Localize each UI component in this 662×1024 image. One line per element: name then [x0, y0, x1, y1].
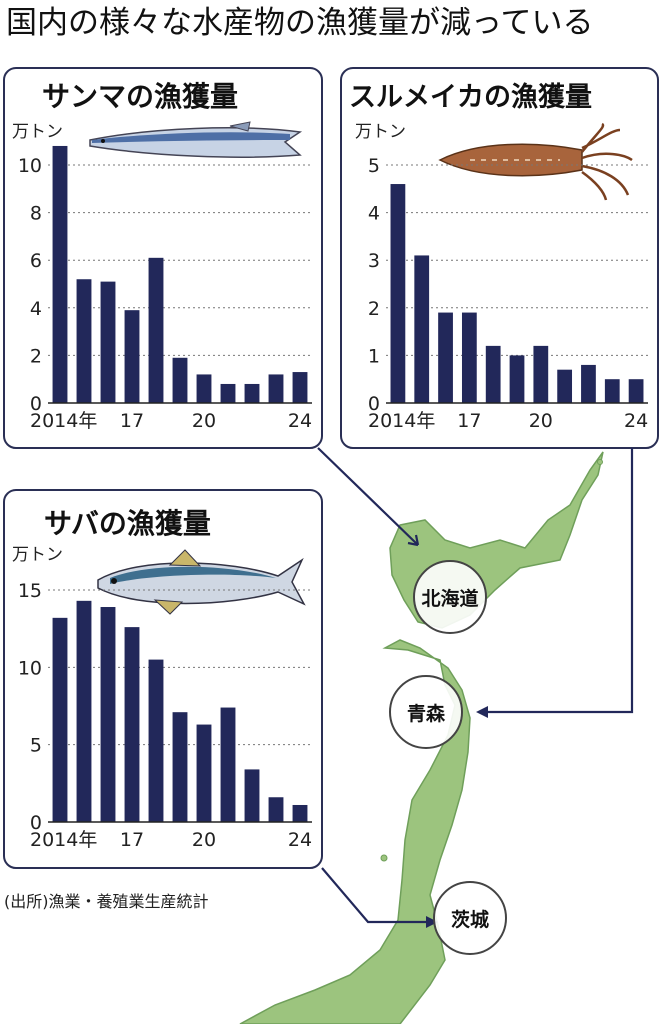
- bar-saury-2019: [172, 357, 188, 403]
- squid-icon: [438, 122, 633, 201]
- prefecture-ibaraki: 茨城: [433, 881, 507, 955]
- saury-icon: [89, 121, 303, 158]
- chart-title-mackerel: サバの漁獲量: [44, 507, 211, 540]
- bar-squid-2023: [604, 379, 620, 403]
- bar-squid-2015: [414, 255, 430, 403]
- prefecture-hokkaido: 北海道: [413, 560, 487, 634]
- y-tick-label-saury: 4: [30, 298, 42, 320]
- bar-mackerel-2021: [220, 707, 236, 822]
- bar-mackerel-2024: [292, 804, 308, 822]
- x-tick-label-squid: 20: [529, 410, 553, 432]
- bar-squid-2016: [438, 312, 453, 403]
- connector-arrows: [317, 447, 634, 928]
- y-tick-label-squid: 4: [368, 203, 380, 225]
- chart-panel-squid: スルメイカの漁獲量 万トン 0 1 2 3 4 5 2014年 17 20 24: [340, 67, 659, 449]
- x-tick-label-saury: 2014年: [30, 410, 97, 432]
- y-unit-saury: 万トン: [12, 122, 63, 142]
- bar-mackerel-2015: [76, 600, 92, 822]
- y-tick-label-squid: 2: [368, 298, 380, 320]
- mackerel-icon: [97, 549, 306, 615]
- y-tick-label-saury: 6: [30, 250, 42, 272]
- bar-mackerel-2018: [148, 659, 164, 822]
- x-tick-label-mackerel: 17: [120, 829, 144, 851]
- chart-title-saury: サンマの漁獲量: [42, 80, 238, 113]
- source-note: (出所)漁業・養殖業生産統計: [4, 892, 209, 911]
- y-unit-mackerel: 万トン: [12, 545, 63, 565]
- y-tick-label-squid: 1: [368, 345, 380, 367]
- bar-mackerel-2019: [172, 712, 188, 822]
- y-tick-label-mackerel: 0: [30, 812, 42, 834]
- bar-chart-mackerel: 0 5 10 15 2014年 17 20 24: [18, 580, 312, 851]
- bar-mackerel-2014: [52, 617, 68, 822]
- bar-squid-2022: [581, 364, 596, 403]
- x-tick-label-mackerel: 20: [192, 829, 216, 851]
- bar-squid-2024: [628, 379, 644, 403]
- y-tick-label-mackerel: 15: [18, 580, 42, 602]
- y-tick-label-squid: 3: [368, 250, 380, 272]
- bar-saury-2021: [220, 383, 236, 403]
- bar-saury-2023: [268, 374, 284, 403]
- bar-saury-2016: [100, 281, 116, 403]
- prefecture-label-ibaraki: 茨城: [451, 908, 489, 931]
- prefecture-label-aomori: 青森: [407, 702, 446, 725]
- bar-squid-2018: [485, 345, 501, 403]
- y-tick-label-saury: 0: [30, 393, 42, 415]
- x-tick-label-squid: 24: [624, 410, 648, 432]
- bar-squid-2019: [509, 355, 525, 403]
- bar-squid-2017: [461, 312, 477, 403]
- x-tick-label-squid: 2014年: [368, 410, 435, 432]
- bar-mackerel-2022: [244, 769, 260, 822]
- y-tick-label-mackerel: 10: [18, 657, 42, 679]
- bar-saury-2018: [148, 257, 164, 403]
- bar-squid-2021: [557, 369, 573, 403]
- bar-saury-2017: [124, 310, 140, 403]
- bar-squid-2020: [533, 345, 549, 403]
- y-tick-label-saury: 10: [18, 155, 42, 177]
- x-tick-label-saury: 24: [288, 410, 312, 432]
- chart-panel-mackerel: サバの漁獲量 万トン 0 5 10 15 2014年 17 20 24: [3, 489, 323, 869]
- chart-title-squid: スルメイカの漁獲量: [349, 82, 592, 113]
- bar-mackerel-2016: [100, 607, 116, 822]
- bar-mackerel-2017: [124, 627, 140, 822]
- y-tick-label-squid: 0: [368, 393, 380, 415]
- x-tick-label-saury: 20: [192, 410, 216, 432]
- x-tick-label-mackerel: 2014年: [30, 829, 97, 851]
- y-tick-label-saury: 8: [30, 203, 42, 225]
- x-tick-label-mackerel: 24: [288, 829, 312, 851]
- bar-mackerel-2023: [268, 797, 284, 822]
- y-unit-squid: 万トン: [355, 122, 406, 142]
- bar-saury-2024: [292, 372, 308, 403]
- bar-squid-2014: [390, 184, 406, 403]
- bar-saury-2020: [196, 374, 212, 403]
- y-tick-label-mackerel: 5: [30, 735, 42, 757]
- bar-saury-2014: [52, 145, 68, 403]
- y-tick-label-squid: 5: [368, 155, 380, 177]
- prefecture-aomori: 青森: [389, 675, 463, 749]
- y-tick-label-saury: 2: [30, 345, 42, 367]
- x-tick-label-saury: 17: [120, 410, 144, 432]
- x-tick-label-squid: 17: [457, 410, 481, 432]
- bar-saury-2022: [244, 383, 260, 403]
- bar-mackerel-2020: [196, 724, 212, 822]
- bar-chart-squid: 0 1 2 3 4 5 2014年 17 20 24: [368, 155, 648, 432]
- prefecture-label-hokkaido: 北海道: [421, 587, 478, 610]
- bar-saury-2015: [76, 279, 92, 403]
- page-title: 国内の様々な水産物の漁獲量が減っている: [6, 5, 593, 41]
